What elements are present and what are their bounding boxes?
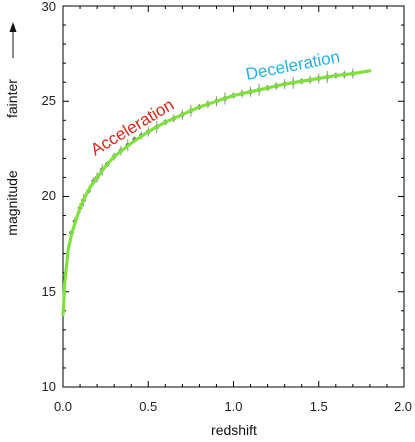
plot-frame xyxy=(62,5,405,388)
y-tick-label: 15 xyxy=(42,284,56,299)
y-tick-label: 10 xyxy=(42,379,56,394)
fainter-label: fainter xyxy=(4,79,20,118)
x-tick-label: 1.5 xyxy=(310,399,328,414)
y-tick-label: 25 xyxy=(42,93,56,108)
y-tick-label: 20 xyxy=(42,188,56,203)
y-tick-labels: 10 15 20 25 30 xyxy=(42,0,56,394)
x-tick-label: 1.0 xyxy=(224,399,242,414)
fainter-arrow-icon xyxy=(9,22,17,58)
y-tick-label: 30 xyxy=(42,0,56,14)
x-tick-labels: 0.0 0.5 1.0 1.5 2.0 xyxy=(54,399,412,414)
x-tick-label: 2.0 xyxy=(394,399,412,414)
acceleration-annotation: Acceleration xyxy=(87,95,177,159)
y-axis-title: magnitude xyxy=(4,170,20,236)
model-curve-line xyxy=(61,69,372,317)
model-curve-layer xyxy=(61,69,372,317)
observations-layer xyxy=(69,68,356,236)
x-tick-label: 0.5 xyxy=(139,399,157,414)
tick-marks xyxy=(62,5,405,388)
x-axis-title: redshift xyxy=(211,422,257,438)
x-tick-label: 0.0 xyxy=(54,399,72,414)
